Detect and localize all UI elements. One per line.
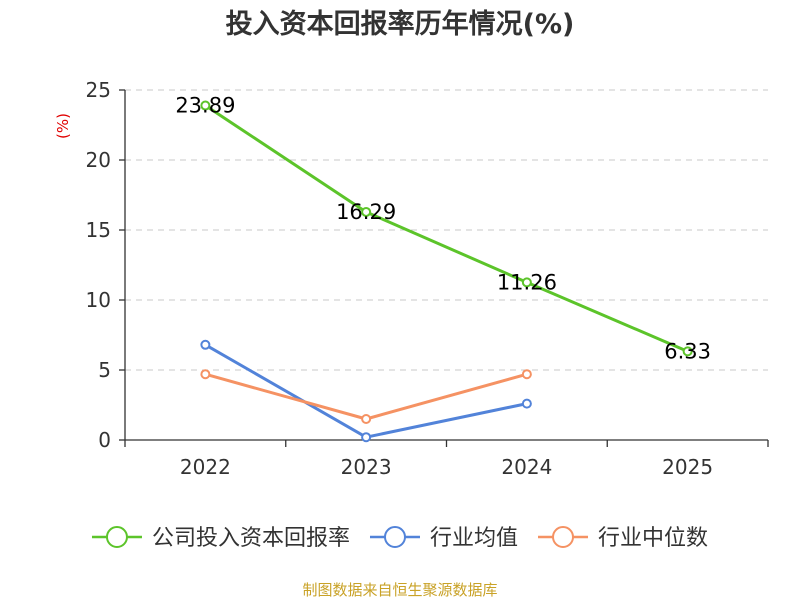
series-lines xyxy=(200,100,693,443)
data-point xyxy=(682,346,693,357)
y-tick-label: 0 xyxy=(98,428,111,452)
legend-label: 行业中位数 xyxy=(598,526,708,551)
y-tick-label: 20 xyxy=(86,148,111,172)
data-point xyxy=(361,206,372,217)
data-label: 6.33 xyxy=(664,339,711,363)
chart-title: 投入资本回报率历年情况(%) xyxy=(226,8,575,40)
data-label: 23.89 xyxy=(175,94,235,118)
legend-marker xyxy=(552,526,575,548)
legend-label: 行业均值 xyxy=(430,526,518,551)
data-point xyxy=(361,432,372,443)
data-labels: 23.89 16.29 11.26 6.33 xyxy=(175,94,711,364)
y-tick-label: 25 xyxy=(86,78,111,102)
y-tick-label: 10 xyxy=(86,288,111,312)
data-point xyxy=(521,398,532,409)
legend: 公司投入资本回报率 行业均值 行业中位数 xyxy=(91,526,708,551)
gridlines xyxy=(125,89,768,371)
legend-marker xyxy=(105,526,128,548)
data-point xyxy=(361,414,372,424)
data-label: 11.26 xyxy=(497,270,557,294)
y-axis-label: (%) xyxy=(54,113,72,139)
source-note: 制图数据来自恒生聚源数据库 xyxy=(302,581,497,599)
y-tick-label: 5 xyxy=(98,358,111,382)
data-point xyxy=(200,100,211,111)
data-point xyxy=(521,369,532,380)
data-label: 16.29 xyxy=(336,200,396,224)
series-line-0 xyxy=(204,104,689,353)
x-tick-label: 2023 xyxy=(341,455,392,479)
y-tick-label: 15 xyxy=(86,218,111,242)
legend-label: 公司投入资本回报率 xyxy=(152,526,350,551)
x-tick-label: 2025 xyxy=(662,455,713,479)
data-point xyxy=(521,277,532,288)
legend-item-1: 行业均值 xyxy=(369,526,518,551)
data-point xyxy=(200,339,211,350)
legend-item-2: 行业中位数 xyxy=(538,526,708,551)
data-point xyxy=(200,369,211,380)
legend-marker xyxy=(383,526,406,548)
x-tick-label: 2022 xyxy=(180,455,231,479)
x-tick-label: 2024 xyxy=(501,455,552,479)
legend-item-0: 公司投入资本回报率 xyxy=(91,526,350,551)
